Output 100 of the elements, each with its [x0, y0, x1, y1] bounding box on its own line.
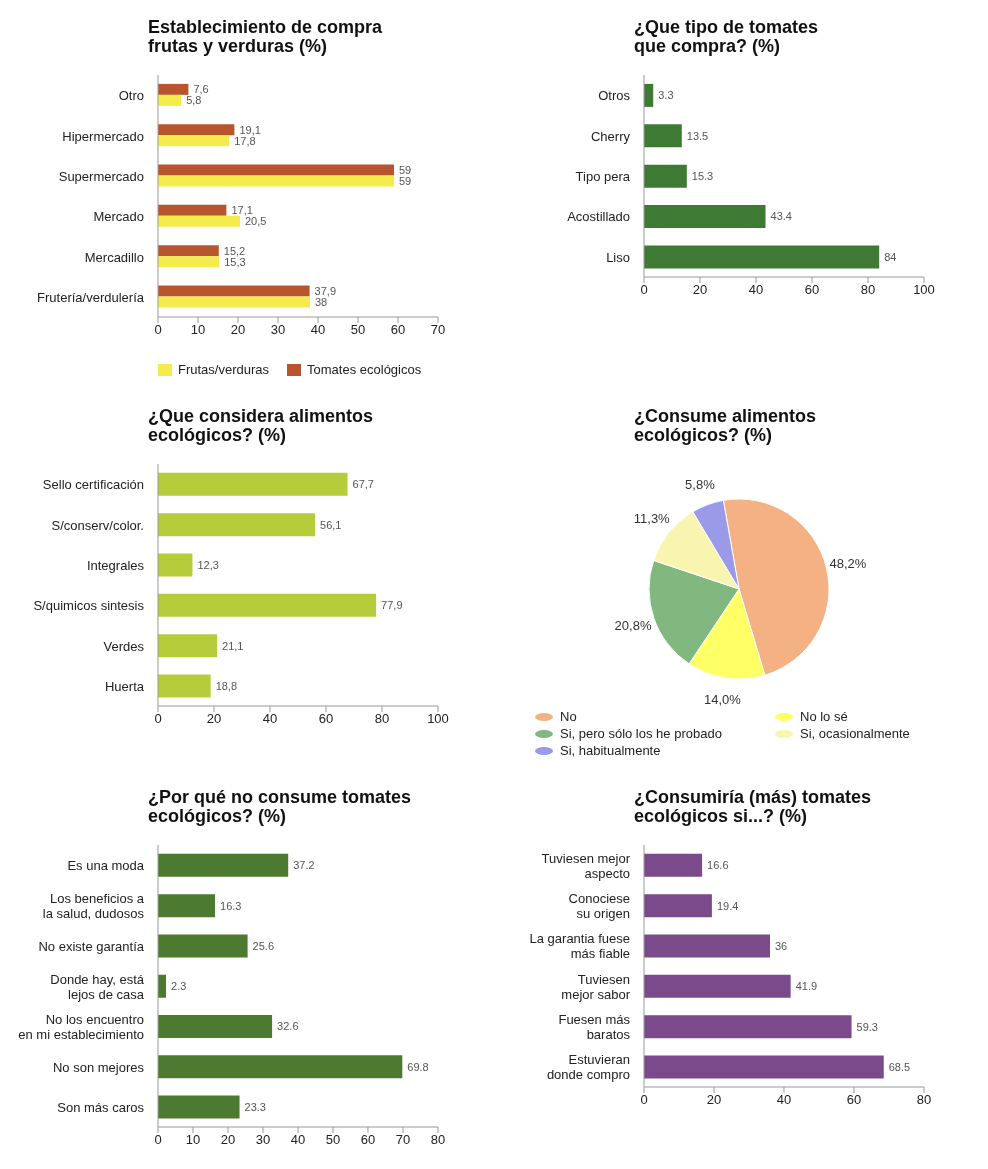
x-tick-label: 60: [318, 711, 334, 727]
y-tick-label: Tipo pera: [575, 168, 631, 184]
bar: [158, 256, 220, 268]
y-tick-label: Los beneficios a la salud, dudosos: [42, 890, 145, 921]
bar: [158, 285, 310, 297]
bar: [158, 204, 227, 216]
x-tick-label: 50: [325, 1132, 341, 1148]
bar: [158, 83, 189, 95]
bar: [158, 164, 394, 176]
bar: [158, 1055, 403, 1079]
bar: [158, 894, 216, 918]
bar: [158, 472, 348, 496]
y-tick-label: Tuviesen mejor sabor: [561, 971, 631, 1002]
x-tick-label: 60: [360, 1132, 376, 1148]
bar: [158, 135, 230, 147]
data-label: 32.6: [277, 1020, 299, 1033]
y-tick-label: Estuvieran donde compro: [546, 1051, 630, 1082]
bar: [158, 634, 218, 658]
data-label: 37,9: [314, 284, 337, 297]
data-label: 56,1: [320, 518, 342, 531]
data-label: 67,7: [352, 478, 374, 491]
legend-label: Frutas/verduras: [177, 362, 270, 377]
data-label: 5,8: [186, 94, 202, 107]
bar: [644, 205, 766, 229]
y-tick-label: Hipermercado: [62, 128, 144, 143]
data-label: 84: [884, 250, 897, 263]
chart-title: ¿Que considera alimentos ecológicos? (%): [148, 406, 375, 445]
bar: [644, 164, 687, 188]
data-label: 59.3: [856, 1020, 878, 1033]
bar: [158, 513, 316, 537]
data-label: 43.4: [770, 210, 792, 223]
y-tick-label: Acostillado: [567, 208, 630, 224]
data-label: 13.5: [686, 129, 709, 142]
bar: [158, 553, 193, 577]
data-label: 19,1: [239, 123, 261, 136]
y-tick-label: Huerta: [104, 678, 145, 694]
y-tick-label: Mercadillo: [84, 249, 144, 264]
legend-label: Si, ocasionalmente: [799, 726, 911, 741]
y-tick-label: No son mejores: [52, 1059, 145, 1075]
data-label: 17,8: [234, 134, 256, 147]
bar: [644, 894, 712, 918]
data-label: 12,3: [197, 558, 219, 571]
bar: [158, 296, 310, 308]
bar: [644, 853, 703, 877]
x-tick-label: 80: [916, 1092, 932, 1108]
y-tick-label: S/conserv/color.: [51, 517, 144, 532]
data-label: 48,2%: [829, 555, 867, 571]
bar: [158, 215, 240, 227]
data-label: 7,6: [193, 83, 209, 96]
x-tick-label: 100: [913, 282, 935, 298]
data-label: 77,9: [381, 599, 403, 612]
data-label: 2.3: [171, 980, 187, 993]
data-label: 14,0%: [703, 692, 742, 708]
y-tick-label: Son más caros: [57, 1099, 145, 1115]
y-tick-label: Verdes: [103, 638, 145, 653]
bar: [644, 934, 770, 958]
x-tick-label: 40: [748, 282, 764, 298]
x-tick-label: 40: [262, 711, 278, 727]
data-label: 37.2: [293, 859, 315, 872]
y-tick-label: Donde hay, está lejos de casa: [50, 971, 145, 1001]
x-tick-label: 50: [350, 322, 366, 338]
chart-title: Establecimiento de compra frutas y verduras (%): [148, 17, 384, 56]
y-tick-label: Otro: [118, 87, 144, 103]
data-label: 16.3: [220, 899, 242, 912]
data-label: 25.6: [252, 939, 275, 952]
data-label: 11,3%: [633, 511, 671, 527]
y-tick-label: Es una moda: [67, 857, 145, 873]
y-tick-label: Integrales: [86, 557, 145, 573]
data-label: 23.3: [244, 1100, 266, 1113]
bar: [644, 245, 880, 269]
bar: [158, 175, 394, 187]
y-tick-label: S/quimicos sintesis: [33, 597, 145, 613]
bar: [158, 1015, 273, 1039]
data-label: 20,5: [245, 215, 267, 228]
bar: [158, 674, 211, 698]
chart-title: ¿Por qué no consume tomates ecológicos? (%): [148, 787, 413, 826]
data-label: 69.8: [407, 1060, 429, 1073]
bar: [644, 1015, 852, 1039]
x-tick-label: 100: [427, 711, 449, 727]
x-tick-label: 10: [185, 1132, 201, 1148]
bar: [644, 1055, 884, 1079]
x-tick-label: 0: [154, 711, 162, 727]
x-tick-label: 10: [190, 322, 206, 338]
legend-label: Tomates ecológicos: [306, 362, 422, 377]
bar: [158, 853, 289, 877]
data-label: 15,2: [223, 244, 246, 257]
y-tick-label: Supermercado: [58, 168, 144, 184]
y-tick-label: La garantia fuese más fiable: [529, 930, 630, 961]
data-label: 38: [315, 295, 328, 308]
data-label: 15.3: [691, 170, 714, 183]
data-label: 16.6: [707, 859, 729, 872]
bar: [158, 593, 377, 617]
x-tick-label: 20: [220, 1132, 236, 1148]
data-label: 68.5: [888, 1060, 911, 1073]
x-tick-label: 60: [804, 282, 820, 298]
x-tick-label: 30: [255, 1132, 271, 1148]
bar: [158, 934, 248, 958]
x-tick-label: 60: [390, 322, 406, 338]
legend-label: Si, pero sólo los he probado: [559, 726, 723, 741]
x-tick-label: 20: [692, 282, 708, 298]
